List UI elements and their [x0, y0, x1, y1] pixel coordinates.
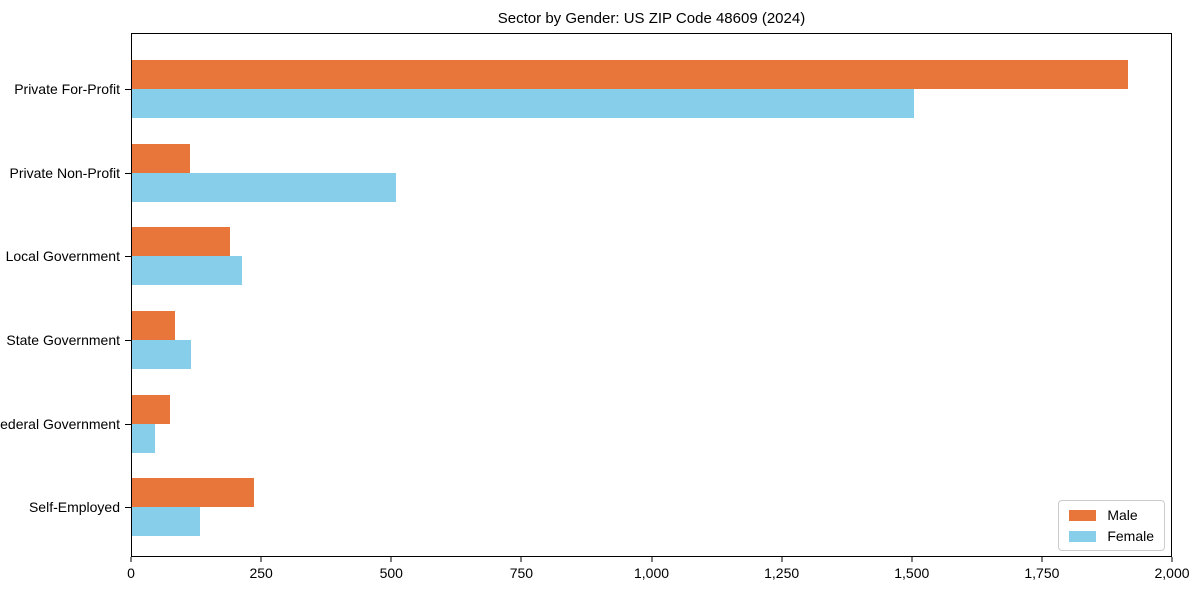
x-tick-label: 1,000: [633, 565, 670, 581]
y-tick-mark: [125, 88, 132, 90]
y-tick-label: Private For-Profit: [14, 80, 120, 97]
x-tick-label: 750: [509, 565, 534, 581]
y-tick-mark: [125, 423, 132, 425]
y-tick-mark: [125, 507, 132, 509]
x-tick-mark: [390, 557, 392, 562]
bar-group-3: State Government: [6, 298, 1171, 382]
bar-male-5: [132, 478, 255, 508]
bar-male-0: [132, 59, 1129, 89]
bar-male-3: [132, 310, 175, 340]
x-tick-label: 1,750: [1024, 565, 1060, 581]
bar-group-2: Local Government: [6, 214, 1171, 298]
x-tick-mark: [911, 557, 913, 562]
legend-swatch-male: [1069, 509, 1097, 521]
legend-label: Female: [1107, 528, 1154, 544]
x-tick-mark: [260, 557, 262, 562]
chart-title: Sector by Gender: US ZIP Code 48609 (202…: [497, 10, 806, 27]
plot-area: Private For-Profit Private Non-Profit Loca…: [0, 33, 1172, 557]
bar-group-0: Private For-Profit: [14, 47, 1171, 131]
x-tick-mark: [130, 557, 132, 562]
legend: Male Female: [1058, 500, 1165, 551]
x-tick-label: 2,000: [1154, 565, 1190, 581]
bar-female-5: [132, 507, 201, 537]
y-tick-label: Federal Government: [0, 415, 120, 432]
x-tick-label: 0: [127, 565, 135, 581]
bar-female-3: [132, 339, 192, 369]
y-tick-mark: [125, 339, 132, 341]
x-tick-label: 1,500: [894, 565, 930, 581]
x-tick-label: 250: [249, 565, 273, 581]
bar-rows: Private For-Profit Private Non-Profit Loca…: [0, 34, 1171, 556]
bar-male-2: [132, 227, 230, 257]
y-tick-mark: [125, 172, 132, 174]
y-tick-label: State Government: [6, 331, 120, 348]
x-tick-label: 500: [379, 565, 403, 581]
x-tick-label: 1,250: [764, 565, 800, 581]
legend-label: Male: [1107, 507, 1138, 523]
bar-female-1: [132, 172, 396, 202]
y-tick-mark: [125, 256, 132, 258]
legend-entry-male: Male: [1069, 508, 1154, 522]
y-tick-label: Self-Employed: [28, 499, 120, 516]
bar-male-1: [132, 143, 191, 173]
x-tick-mark: [520, 557, 522, 562]
legend-entry-female: Female: [1069, 529, 1154, 543]
y-tick-label: Local Government: [5, 248, 120, 265]
x-tick-mark: [651, 557, 652, 562]
x-tick-mark: [1041, 557, 1043, 562]
legend-swatch-female: [1069, 530, 1097, 542]
bar-female-0: [132, 88, 914, 118]
bar-group-1: Private Non-Profit: [10, 131, 1171, 215]
y-tick-label: Private Non-Profit: [9, 164, 120, 181]
x-tick-mark: [781, 557, 783, 562]
x-tick-mark: [1171, 557, 1173, 562]
bar-group-4: Federal Government: [0, 382, 1171, 466]
x-axis: 0 250 500 750 1,000 1,250 1,500 1,750 2,000: [127, 557, 1190, 589]
bar-group-5: Self-Employed: [29, 465, 1171, 549]
bar-female-2: [132, 256, 242, 286]
bar-male-4: [132, 394, 171, 424]
bar-female-4: [132, 423, 156, 453]
